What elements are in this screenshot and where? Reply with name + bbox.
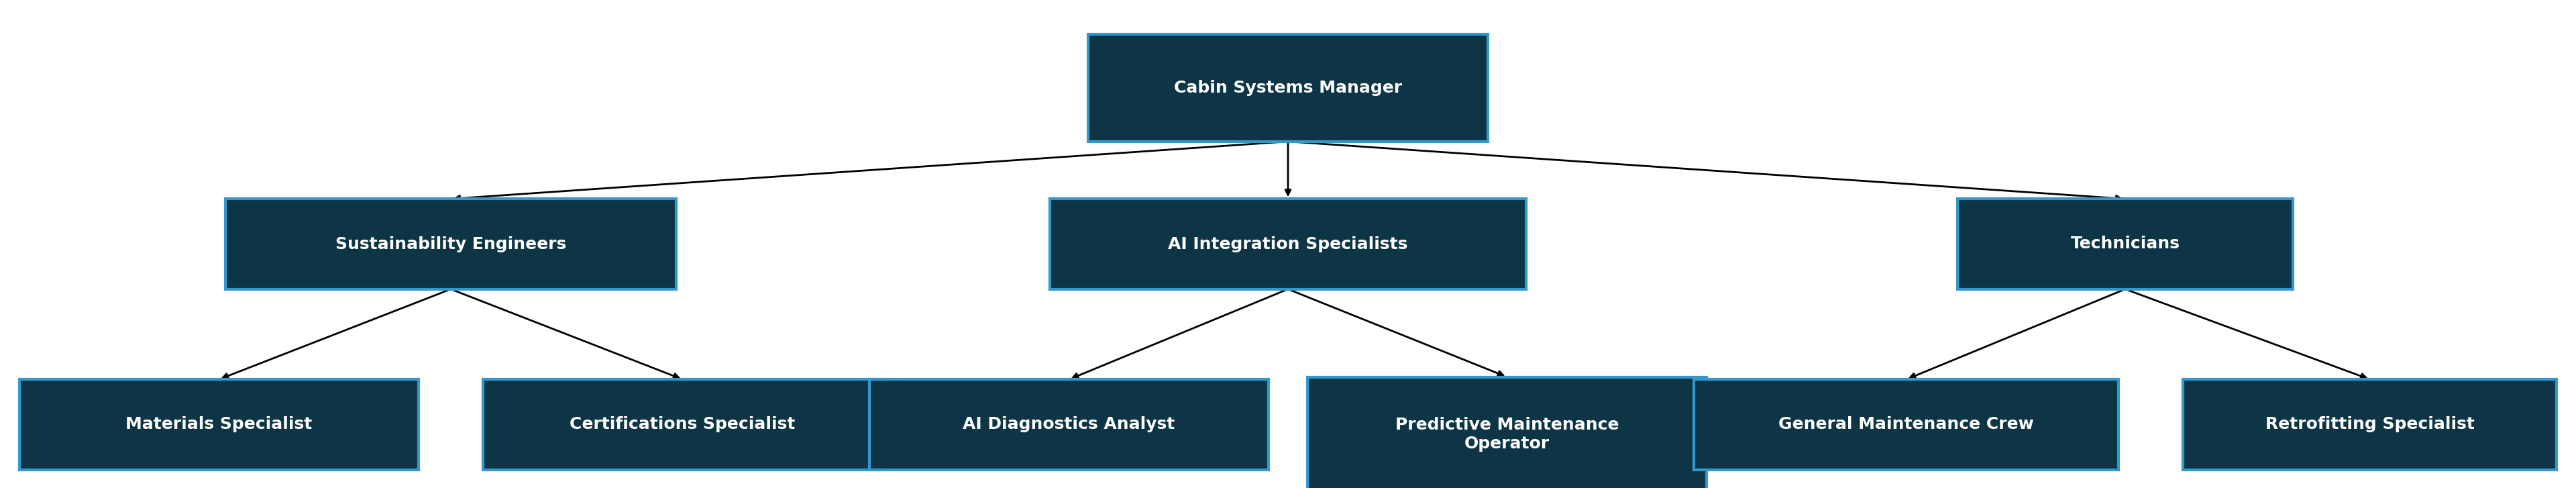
Text: Certifications Specialist: Certifications Specialist <box>569 416 796 433</box>
FancyBboxPatch shape <box>1051 199 1525 289</box>
Text: Retrofitting Specialist: Retrofitting Specialist <box>2264 416 2476 433</box>
Text: Cabin Systems Manager: Cabin Systems Manager <box>1175 80 1401 96</box>
FancyBboxPatch shape <box>1695 380 2117 469</box>
FancyBboxPatch shape <box>1087 34 1489 142</box>
FancyBboxPatch shape <box>484 380 881 469</box>
Text: Technicians: Technicians <box>2071 236 2179 252</box>
FancyBboxPatch shape <box>868 380 1267 469</box>
Text: General Maintenance Crew: General Maintenance Crew <box>1777 416 2035 433</box>
FancyBboxPatch shape <box>2184 380 2555 469</box>
Text: Materials Specialist: Materials Specialist <box>126 416 312 433</box>
Text: AI Diagnostics Analyst: AI Diagnostics Analyst <box>963 416 1175 433</box>
FancyBboxPatch shape <box>1306 377 1705 488</box>
Text: AI Integration Specialists: AI Integration Specialists <box>1167 236 1409 252</box>
Text: Predictive Maintenance
Operator: Predictive Maintenance Operator <box>1396 417 1618 452</box>
FancyBboxPatch shape <box>21 380 417 469</box>
FancyBboxPatch shape <box>1958 199 2293 289</box>
Text: Sustainability Engineers: Sustainability Engineers <box>335 236 567 252</box>
FancyBboxPatch shape <box>227 199 675 289</box>
